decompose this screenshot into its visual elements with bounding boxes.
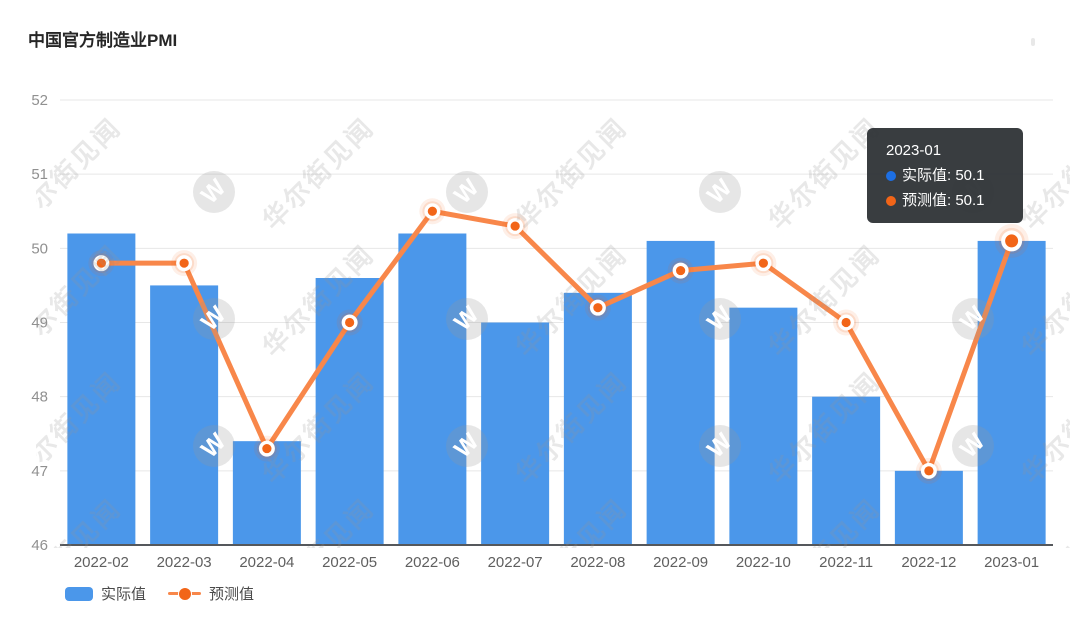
- point-2022-05[interactable]: [345, 317, 355, 328]
- bar-2022-04[interactable]: [232, 441, 301, 545]
- legend-label-actual: 实际值: [101, 586, 147, 603]
- x-label-2022-03: 2022-03: [157, 554, 212, 571]
- tooltip-row-forecast: 预测值: 50.1: [886, 188, 1015, 213]
- line-dot-marker-icon: [168, 586, 202, 601]
- x-label-2023-01: 2023-01: [984, 554, 1039, 571]
- forecast-series-dot-icon: [886, 195, 896, 206]
- point-2022-08[interactable]: [593, 303, 603, 313]
- y-label-49: 49: [31, 315, 48, 332]
- x-label-2022-12: 2022-12: [901, 554, 956, 571]
- point-2022-07[interactable]: [510, 221, 520, 231]
- y-label-48: 48: [31, 389, 48, 406]
- bar-2023-01[interactable]: [977, 240, 1046, 545]
- point-2022-04[interactable]: [262, 443, 272, 454]
- bar-2022-02[interactable]: [67, 233, 136, 546]
- tooltip: 2023-01 实际值: 50.1 预测值: 50.1: [867, 128, 1023, 223]
- tooltip-date: 2023-01: [886, 142, 942, 159]
- bar-2022-11[interactable]: [812, 396, 881, 545]
- bar-2022-12[interactable]: [894, 470, 963, 545]
- legend: 实际值 预测值: [65, 583, 254, 604]
- x-label-2022-02: 2022-02: [74, 554, 129, 571]
- y-label-47: 47: [31, 463, 48, 480]
- x-label-2022-10: 2022-10: [736, 554, 791, 571]
- bar-2022-08[interactable]: [563, 292, 632, 545]
- bar-2022-10[interactable]: [729, 307, 798, 545]
- point-2022-12[interactable]: [924, 466, 934, 476]
- page-title: 中国官方制造业PMI: [28, 31, 178, 50]
- point-2023-01[interactable]: [1005, 234, 1019, 248]
- actual-series-dot-icon: [886, 170, 896, 181]
- point-2022-09[interactable]: [676, 265, 686, 276]
- y-label-52: 52: [31, 92, 48, 109]
- tooltip-forecast-text: 预测值: 50.1: [902, 192, 985, 209]
- bar-2022-06[interactable]: [398, 233, 467, 546]
- x-label-2022-07: 2022-07: [488, 554, 543, 571]
- tooltip-row-actual: 实际值: 50.1: [886, 163, 1015, 188]
- x-label-2022-04: 2022-04: [239, 554, 294, 571]
- legend-item-actual[interactable]: 实际值: [65, 583, 146, 604]
- bar-2022-09[interactable]: [646, 240, 715, 545]
- y-label-46: 46: [31, 537, 48, 554]
- point-2022-06[interactable]: [427, 206, 437, 216]
- x-label-2022-06: 2022-06: [405, 554, 460, 571]
- legend-item-forecast[interactable]: 预测值: [168, 583, 254, 604]
- x-label-2022-08: 2022-08: [570, 554, 625, 571]
- y-label-50: 50: [31, 240, 48, 257]
- bar-2022-03[interactable]: [150, 285, 219, 545]
- point-2022-10[interactable]: [758, 258, 768, 268]
- point-2022-03[interactable]: [179, 258, 189, 268]
- bar-2022-07[interactable]: [481, 322, 550, 546]
- more-options-icon[interactable]: [1031, 38, 1035, 46]
- point-2022-02[interactable]: [96, 258, 106, 268]
- legend-label-forecast: 预测值: [209, 586, 255, 603]
- bar-swatch-icon: [65, 586, 93, 601]
- x-label-2022-05: 2022-05: [322, 554, 377, 571]
- point-2022-11[interactable]: [841, 317, 851, 328]
- x-label-2022-11: 2022-11: [819, 554, 873, 571]
- y-label-51: 51: [31, 166, 48, 183]
- tooltip-actual-text: 实际值: 50.1: [902, 167, 985, 184]
- forecast-line: [98, 208, 1015, 474]
- x-label-2022-09: 2022-09: [653, 554, 708, 571]
